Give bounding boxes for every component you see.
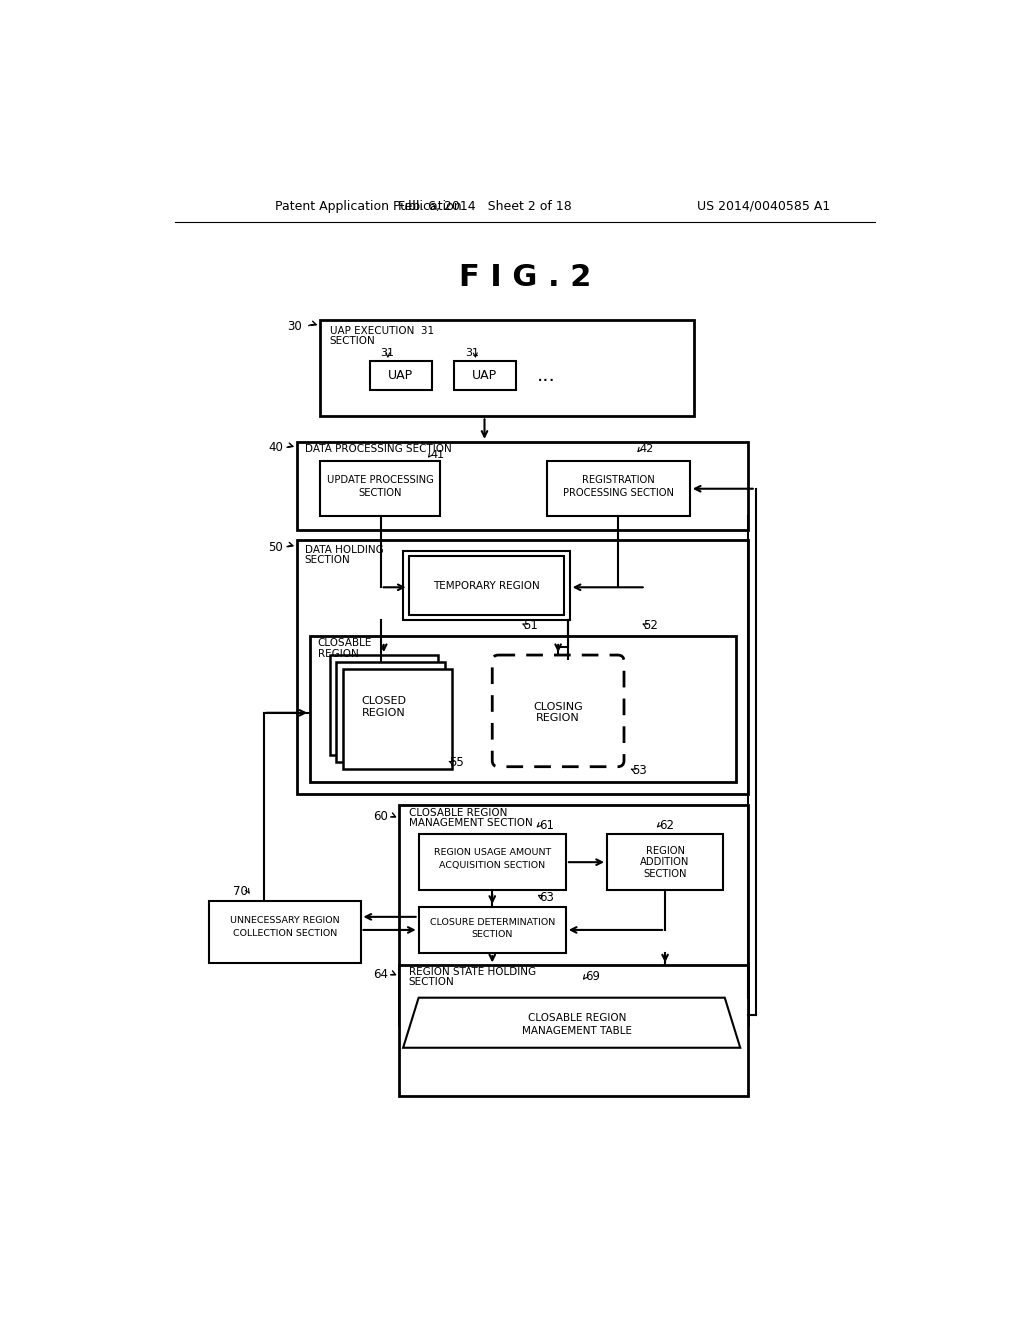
Text: TEMPORARY REGION: TEMPORARY REGION xyxy=(433,581,540,591)
Text: 53: 53 xyxy=(632,764,646,777)
Text: REGION STATE HOLDING: REGION STATE HOLDING xyxy=(409,968,536,977)
Text: CLOSING: CLOSING xyxy=(534,702,583,711)
Text: SECTION: SECTION xyxy=(472,931,513,939)
Text: REGISTRATION: REGISTRATION xyxy=(582,475,654,486)
Bar xyxy=(310,636,736,781)
Bar xyxy=(297,442,748,531)
Text: Patent Application Publication: Patent Application Publication xyxy=(275,199,462,213)
Bar xyxy=(403,552,569,620)
Text: SECTION: SECTION xyxy=(409,977,455,987)
Text: 31: 31 xyxy=(465,348,479,358)
Text: 64: 64 xyxy=(373,968,388,981)
Bar xyxy=(209,902,360,964)
Text: 69: 69 xyxy=(586,970,600,983)
Text: DATA PROCESSING SECTION: DATA PROCESSING SECTION xyxy=(305,445,452,454)
Text: UAP: UAP xyxy=(472,370,497,381)
Bar xyxy=(330,655,438,755)
Bar xyxy=(337,663,445,762)
Text: SECTION: SECTION xyxy=(358,488,402,499)
Text: ACQUISITION SECTION: ACQUISITION SECTION xyxy=(439,861,546,870)
Text: 62: 62 xyxy=(658,818,674,832)
Text: F I G . 2: F I G . 2 xyxy=(459,263,591,292)
Text: DATA HOLDING: DATA HOLDING xyxy=(305,545,383,554)
FancyBboxPatch shape xyxy=(493,655,624,767)
Text: 63: 63 xyxy=(539,891,554,904)
Text: 61: 61 xyxy=(539,818,554,832)
Text: 41: 41 xyxy=(430,450,444,459)
Text: 30: 30 xyxy=(288,319,302,333)
Text: Feb. 6, 2014   Sheet 2 of 18: Feb. 6, 2014 Sheet 2 of 18 xyxy=(397,199,571,213)
Text: CLOSABLE: CLOSABLE xyxy=(317,639,373,648)
Text: REGION: REGION xyxy=(537,713,580,723)
Bar xyxy=(399,965,748,1096)
Text: ...: ... xyxy=(538,366,556,385)
Text: REGION: REGION xyxy=(645,846,685,855)
Text: 51: 51 xyxy=(523,619,539,632)
Text: CLOSABLE REGION: CLOSABLE REGION xyxy=(409,808,507,818)
Text: REGION: REGION xyxy=(317,648,358,659)
Text: MANAGEMENT SECTION: MANAGEMENT SECTION xyxy=(409,818,532,828)
Text: SECTION: SECTION xyxy=(330,335,375,346)
Bar xyxy=(297,540,748,793)
Bar xyxy=(607,834,723,890)
Bar xyxy=(547,461,690,516)
Text: REGION USAGE AMOUNT: REGION USAGE AMOUNT xyxy=(433,849,551,858)
Text: CLOSABLE REGION: CLOSABLE REGION xyxy=(528,1014,627,1023)
Text: UAP: UAP xyxy=(388,370,414,381)
Polygon shape xyxy=(403,998,740,1048)
Text: US 2014/0040585 A1: US 2014/0040585 A1 xyxy=(697,199,830,213)
Text: CLOSURE DETERMINATION: CLOSURE DETERMINATION xyxy=(430,917,555,927)
Text: UAP EXECUTION  31: UAP EXECUTION 31 xyxy=(330,326,433,335)
Bar xyxy=(454,360,515,391)
Bar xyxy=(419,834,566,890)
Text: MANAGEMENT TABLE: MANAGEMENT TABLE xyxy=(522,1026,633,1036)
Text: 40: 40 xyxy=(268,441,283,454)
Text: ADDITION: ADDITION xyxy=(640,857,690,867)
Bar xyxy=(399,805,748,1024)
Text: COLLECTION SECTION: COLLECTION SECTION xyxy=(232,929,337,939)
Text: 55: 55 xyxy=(450,756,464,770)
Text: 60: 60 xyxy=(373,810,388,824)
Text: 70: 70 xyxy=(233,884,248,898)
Text: 31: 31 xyxy=(380,348,394,358)
Text: 50: 50 xyxy=(268,541,283,554)
Bar xyxy=(409,557,564,615)
Bar xyxy=(419,907,566,953)
Text: REGION: REGION xyxy=(361,708,406,718)
Bar xyxy=(321,321,693,416)
Text: UPDATE PROCESSING: UPDATE PROCESSING xyxy=(327,475,434,486)
Text: CLOSED: CLOSED xyxy=(361,696,407,706)
Text: UNNECESSARY REGION: UNNECESSARY REGION xyxy=(230,916,340,925)
Text: PROCESSING SECTION: PROCESSING SECTION xyxy=(562,488,674,499)
Bar xyxy=(343,669,452,770)
Bar xyxy=(321,461,440,516)
Text: 42: 42 xyxy=(640,445,653,454)
Text: SECTION: SECTION xyxy=(643,869,687,879)
Bar xyxy=(370,360,432,391)
Text: 52: 52 xyxy=(643,619,658,632)
Text: SECTION: SECTION xyxy=(305,554,350,565)
